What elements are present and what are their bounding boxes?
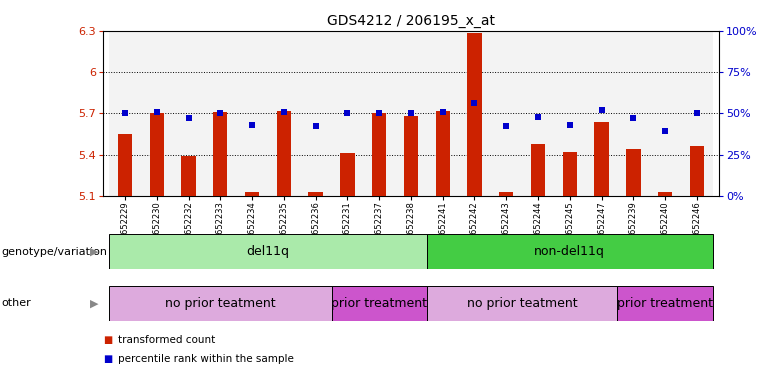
Bar (118, 134, 132, 196)
Bar (372, 113, 387, 196)
Bar (395, 31, 427, 196)
Bar (268, 31, 300, 196)
Bar (277, 111, 291, 196)
Bar (617, 31, 649, 196)
Bar (594, 121, 609, 196)
Bar (427, 234, 713, 269)
Text: ▶: ▶ (91, 247, 99, 257)
Text: ■: ■ (103, 354, 112, 364)
Bar (236, 31, 268, 196)
Text: non-del11q: non-del11q (534, 245, 605, 258)
Bar (459, 31, 490, 196)
Bar (562, 152, 577, 196)
Bar (213, 112, 228, 196)
Text: prior treatment: prior treatment (617, 297, 713, 310)
Text: percentile rank within the sample: percentile rank within the sample (118, 354, 294, 364)
Text: other: other (2, 298, 31, 308)
Bar (245, 192, 260, 196)
Text: genotype/variation: genotype/variation (2, 247, 107, 257)
Text: ▶: ▶ (91, 298, 99, 308)
Text: no prior teatment: no prior teatment (466, 297, 578, 310)
Bar (150, 113, 164, 196)
Bar (427, 31, 459, 196)
Bar (626, 149, 641, 196)
Bar (681, 31, 713, 196)
Bar (404, 116, 418, 196)
Bar (617, 286, 713, 321)
Bar (467, 33, 482, 196)
Bar (522, 31, 554, 196)
Bar (427, 286, 617, 321)
Bar (109, 31, 141, 196)
Bar (340, 153, 355, 196)
Bar (109, 234, 427, 269)
Bar (308, 192, 323, 196)
Bar (363, 31, 395, 196)
Title: GDS4212 / 206195_x_at: GDS4212 / 206195_x_at (327, 14, 495, 28)
Bar (586, 31, 617, 196)
Text: no prior teatment: no prior teatment (165, 297, 275, 310)
Bar (205, 31, 236, 196)
Text: ■: ■ (103, 335, 112, 345)
Text: prior treatment: prior treatment (331, 297, 427, 310)
Bar (141, 31, 173, 196)
Bar (332, 286, 427, 321)
Bar (490, 31, 522, 196)
Bar (435, 111, 450, 196)
Text: del11q: del11q (247, 245, 289, 258)
Bar (109, 286, 332, 321)
Bar (531, 144, 545, 196)
Bar (554, 31, 586, 196)
Bar (181, 156, 196, 196)
Bar (300, 31, 332, 196)
Bar (658, 192, 672, 196)
Text: transformed count: transformed count (118, 335, 215, 345)
Bar (689, 146, 704, 196)
Bar (173, 31, 205, 196)
Bar (499, 192, 514, 196)
Bar (332, 31, 363, 196)
Bar (649, 31, 681, 196)
